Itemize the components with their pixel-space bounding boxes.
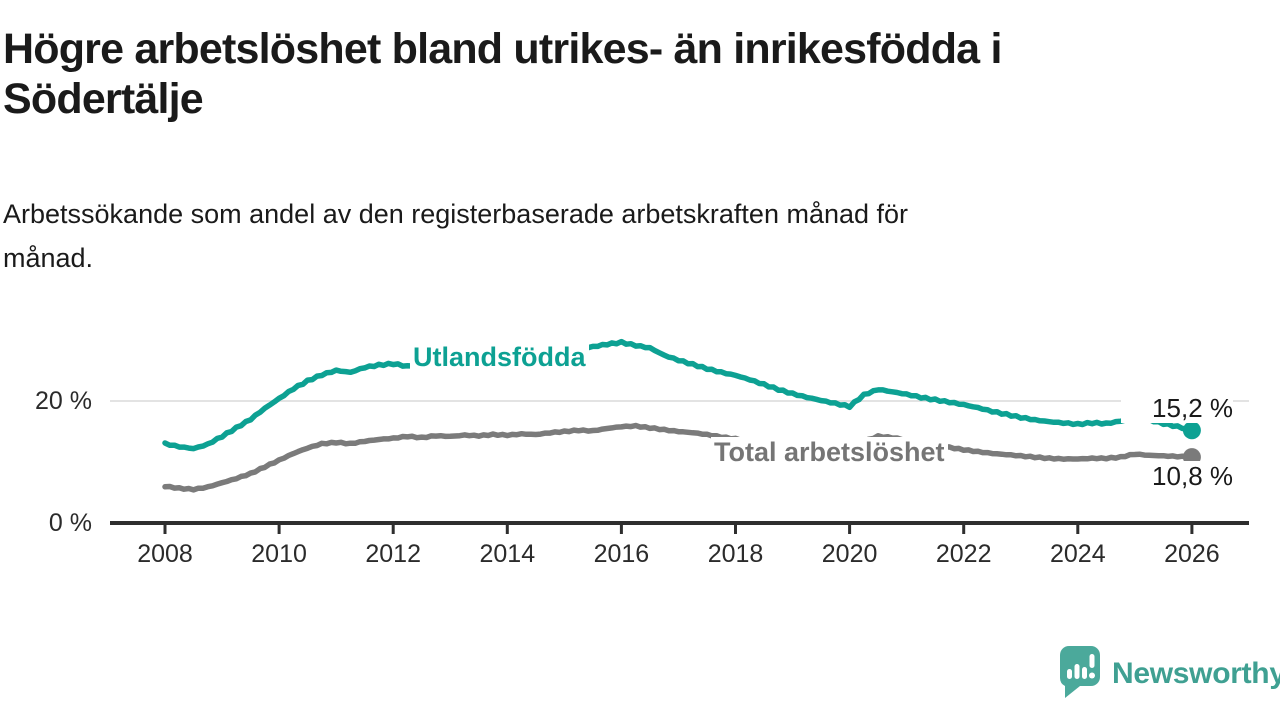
x-axis-tick-label-2012: 2012 — [365, 540, 421, 568]
x-axis-tick-label-2014: 2014 — [479, 540, 536, 568]
x-axis-tick-label-2010: 2010 — [251, 540, 307, 568]
end-value-label-total: 10,8 % — [1121, 461, 1233, 491]
x-axis-tick-label-2016: 2016 — [593, 540, 650, 568]
end-value-label-utlandsfodda: 15,2 % — [1121, 393, 1233, 423]
x-axis-tick-label-2018: 2018 — [707, 540, 764, 568]
x-axis-tick-label-2024: 2024 — [1049, 540, 1106, 568]
newsworthy-wordmark: Newsworthy — [1112, 657, 1280, 690]
page-subtitle: Arbetssökande som andel av den registerb… — [3, 199, 909, 273]
series-label-utlandsfodda: Utlandsfödda — [410, 342, 589, 372]
x-axis-tick-label-2020: 2020 — [821, 540, 878, 568]
x-axis-tick-label-2026: 2026 — [1164, 540, 1220, 568]
newsworthy-logo-icon — [1056, 644, 1102, 705]
page-title: Högre arbetslöshet bland utrikes- än inr… — [3, 25, 1002, 124]
newsworthy-logo: Newsworthy — [1056, 645, 1280, 703]
x-axis-tick-label-2022: 2022 — [935, 540, 992, 568]
series-label-total-arbetsloshet: Total arbetslöshet — [711, 437, 948, 467]
x-axis-tick-label-2008: 2008 — [137, 540, 193, 568]
y-axis-tick-label-20: 20 % — [35, 387, 92, 415]
y-axis-tick-label-0: 0 % — [48, 509, 92, 537]
